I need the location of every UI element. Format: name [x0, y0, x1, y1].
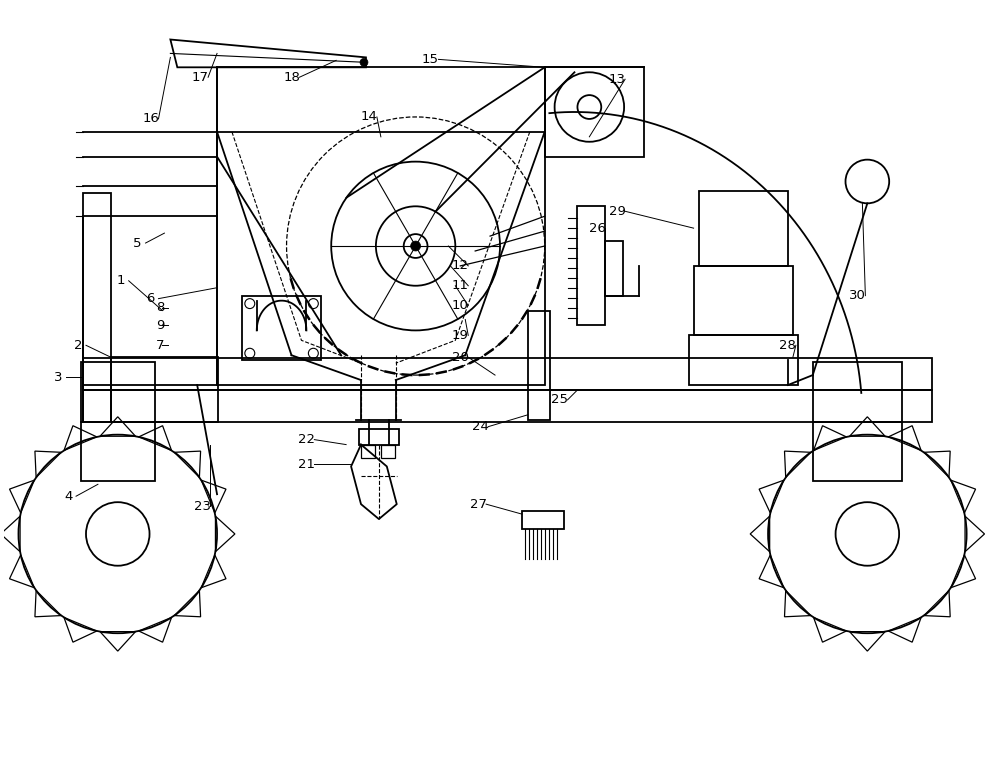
Text: 16: 16 — [142, 112, 159, 126]
Bar — [689, 336, 798, 385]
Bar — [694, 266, 793, 336]
Polygon shape — [170, 40, 366, 67]
Bar — [813, 422, 902, 481]
Text: 20: 20 — [452, 351, 469, 363]
Text: 22: 22 — [298, 433, 315, 446]
Bar — [83, 358, 932, 390]
Bar — [813, 362, 902, 422]
Text: 3: 3 — [54, 370, 62, 384]
Text: 2: 2 — [74, 339, 82, 352]
Text: 1: 1 — [116, 274, 125, 288]
Text: 7: 7 — [156, 339, 165, 352]
Text: 24: 24 — [472, 420, 489, 433]
Text: 11: 11 — [452, 279, 469, 292]
Text: 4: 4 — [64, 490, 72, 503]
Text: 15: 15 — [422, 53, 439, 66]
Bar — [381, 445, 395, 459]
Bar — [242, 296, 321, 360]
Circle shape — [411, 241, 421, 251]
Bar — [528, 311, 550, 420]
Bar — [522, 511, 564, 529]
Text: 30: 30 — [849, 289, 866, 302]
Text: 12: 12 — [452, 260, 469, 272]
Bar — [545, 67, 644, 157]
Bar — [111, 357, 218, 422]
Bar — [361, 445, 375, 459]
Text: 5: 5 — [133, 236, 142, 250]
Bar — [83, 194, 111, 422]
Text: 29: 29 — [609, 205, 626, 218]
Text: 13: 13 — [609, 73, 626, 86]
Text: 26: 26 — [589, 222, 606, 235]
Circle shape — [360, 58, 368, 67]
Bar — [81, 422, 155, 481]
Text: 14: 14 — [361, 111, 377, 123]
Bar — [359, 429, 399, 445]
Text: 25: 25 — [551, 394, 568, 406]
Text: 28: 28 — [779, 339, 796, 352]
Bar — [81, 362, 155, 422]
Bar — [83, 390, 932, 422]
Text: 17: 17 — [192, 71, 209, 84]
Text: 18: 18 — [283, 71, 300, 84]
Text: 27: 27 — [470, 498, 487, 511]
Text: 6: 6 — [146, 292, 155, 305]
Bar — [699, 191, 788, 266]
Text: 21: 21 — [298, 458, 315, 471]
Text: 8: 8 — [156, 301, 165, 314]
Bar — [217, 67, 545, 385]
Text: 10: 10 — [452, 299, 469, 312]
Text: 19: 19 — [452, 329, 469, 342]
Bar — [605, 241, 623, 296]
Text: 9: 9 — [156, 319, 165, 332]
Text: 23: 23 — [194, 500, 211, 512]
Bar — [577, 206, 605, 326]
